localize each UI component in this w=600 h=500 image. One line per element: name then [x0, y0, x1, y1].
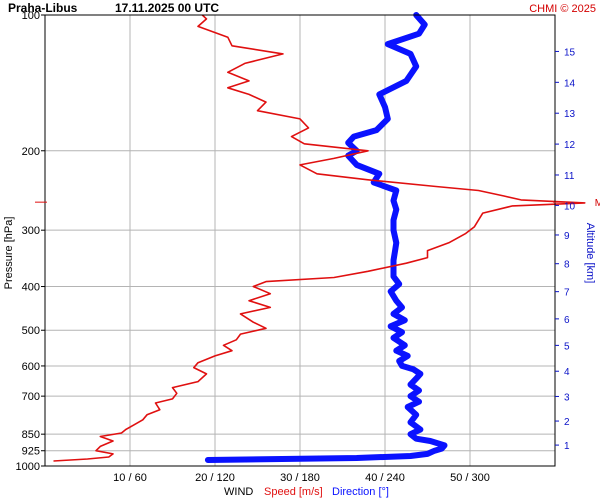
series-layer — [53, 12, 586, 463]
plot-frame — [44, 14, 556, 467]
x-tick-label: 50 / 300 — [450, 472, 490, 484]
altitude-tick-label: 6 — [564, 315, 570, 326]
x-axis-title: WIND — [224, 486, 253, 498]
x-tick-label: 20 / 120 — [195, 472, 235, 484]
x-tick-label: 40 / 240 — [365, 472, 405, 484]
altitude-tick-label: 14 — [564, 78, 576, 89]
altitude-tick-label: 7 — [564, 288, 570, 299]
pressure-tick-label: 400 — [22, 282, 40, 294]
y-axis-title: Pressure [hPa] — [3, 217, 15, 290]
credit-label: CHMI © 2025 — [529, 3, 596, 15]
altitude-tick-label: 3 — [564, 392, 570, 403]
station-title: Praha-Libus — [8, 1, 78, 15]
pressure-tick-label: 200 — [22, 146, 40, 158]
altitude-tick-label: 1 — [564, 441, 570, 452]
pressure-tick-label: 300 — [22, 225, 40, 237]
direction-legend-label: Direction [°] — [332, 486, 389, 498]
speed-legend-label: Speed [m/s] — [264, 486, 323, 498]
pressure-tick-label: 850 — [22, 429, 40, 441]
altitude-tick-label: 8 — [564, 260, 570, 271]
pressure-tick-label: 700 — [22, 391, 40, 403]
direction-series-line — [204, 12, 448, 463]
altitude-tick-label: 2 — [564, 417, 570, 428]
altitude-tick-label: 15 — [564, 47, 576, 58]
pressure-tick-label: 925 — [22, 446, 40, 458]
altitude-tick-label: 10 — [564, 201, 576, 212]
altitude-tick-label: 5 — [564, 341, 570, 352]
pressure-tick-label: 500 — [22, 325, 40, 337]
x-tick-label: 10 / 60 — [113, 472, 147, 484]
altitude-axis-title: Altitude [km] — [584, 223, 596, 284]
datetime-title: 17.11.2025 00 UTC — [115, 1, 219, 15]
speed-series-line — [53, 14, 586, 462]
altitude-tick-label: 13 — [564, 109, 576, 120]
pressure-tick-label: 1000 — [16, 461, 40, 473]
pressure-tick-label: 600 — [22, 361, 40, 373]
pressure-tick-label: 100 — [22, 10, 40, 22]
altitude-tick-label: 4 — [564, 367, 570, 378]
x-tick-label: 30 / 180 — [280, 472, 320, 484]
grid — [45, 14, 555, 467]
ticks: 10 / 60 20 / 120 30 / 180 40 / 240 50 / 300 1… — [16, 10, 600, 484]
altitude-tick-label: 11 — [564, 171, 575, 182]
altitude-tick-label: 12 — [564, 140, 576, 151]
altitude-tick-label: 9 — [564, 231, 570, 242]
mxws-label: MXWS — [595, 198, 600, 209]
